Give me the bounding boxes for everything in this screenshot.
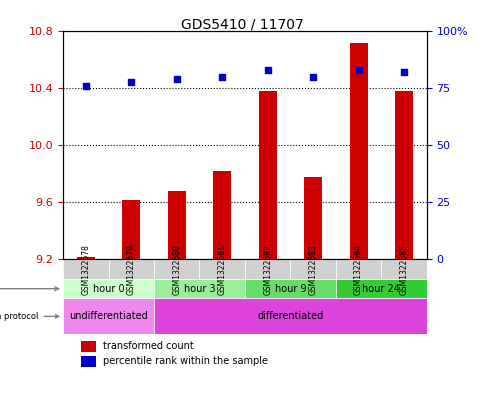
Text: hour 9: hour 9 bbox=[274, 284, 305, 294]
Bar bbox=[81, 341, 95, 352]
Text: transformed count: transformed count bbox=[103, 342, 194, 351]
Text: hour 0: hour 0 bbox=[92, 284, 124, 294]
FancyBboxPatch shape bbox=[199, 259, 244, 279]
Point bbox=[82, 83, 90, 89]
Point bbox=[172, 76, 180, 83]
Bar bbox=[212, 171, 231, 259]
Text: hour 24: hour 24 bbox=[362, 284, 399, 294]
Text: GSM1322685: GSM1322685 bbox=[399, 244, 408, 295]
Point bbox=[309, 74, 317, 80]
Bar bbox=[81, 356, 95, 367]
FancyBboxPatch shape bbox=[63, 279, 153, 298]
Point bbox=[127, 79, 135, 85]
Text: GSM1322680: GSM1322680 bbox=[172, 244, 181, 295]
Text: GSM1322678: GSM1322678 bbox=[81, 244, 90, 295]
Text: GSM1322684: GSM1322684 bbox=[353, 244, 363, 295]
Text: growth protocol: growth protocol bbox=[0, 312, 59, 321]
Point bbox=[218, 74, 226, 80]
FancyBboxPatch shape bbox=[335, 279, 426, 298]
Bar bbox=[394, 91, 412, 259]
FancyBboxPatch shape bbox=[244, 279, 335, 298]
Text: percentile rank within the sample: percentile rank within the sample bbox=[103, 356, 268, 366]
FancyBboxPatch shape bbox=[335, 259, 380, 279]
Bar bbox=[76, 257, 95, 259]
Point bbox=[354, 67, 362, 73]
Text: undifferentiated: undifferentiated bbox=[69, 311, 148, 321]
Text: GDS5410 / 11707: GDS5410 / 11707 bbox=[181, 18, 303, 32]
FancyBboxPatch shape bbox=[63, 298, 153, 334]
FancyBboxPatch shape bbox=[153, 298, 426, 334]
FancyBboxPatch shape bbox=[63, 259, 108, 279]
Bar bbox=[167, 191, 185, 259]
FancyBboxPatch shape bbox=[153, 259, 199, 279]
FancyBboxPatch shape bbox=[244, 259, 290, 279]
FancyBboxPatch shape bbox=[290, 259, 335, 279]
Text: GSM1322682: GSM1322682 bbox=[263, 244, 272, 294]
Bar bbox=[349, 43, 367, 259]
Text: time: time bbox=[0, 284, 59, 294]
Point bbox=[263, 67, 271, 73]
Point bbox=[399, 69, 407, 75]
Bar bbox=[303, 177, 321, 259]
Text: GSM1322681: GSM1322681 bbox=[217, 244, 226, 294]
Bar bbox=[258, 91, 276, 259]
FancyBboxPatch shape bbox=[108, 259, 153, 279]
Text: hour 3: hour 3 bbox=[183, 284, 215, 294]
FancyBboxPatch shape bbox=[153, 279, 244, 298]
FancyBboxPatch shape bbox=[380, 259, 426, 279]
Text: differentiated: differentiated bbox=[257, 311, 323, 321]
Bar bbox=[122, 200, 140, 259]
Text: GSM1322679: GSM1322679 bbox=[126, 244, 136, 295]
Text: GSM1322683: GSM1322683 bbox=[308, 244, 317, 295]
